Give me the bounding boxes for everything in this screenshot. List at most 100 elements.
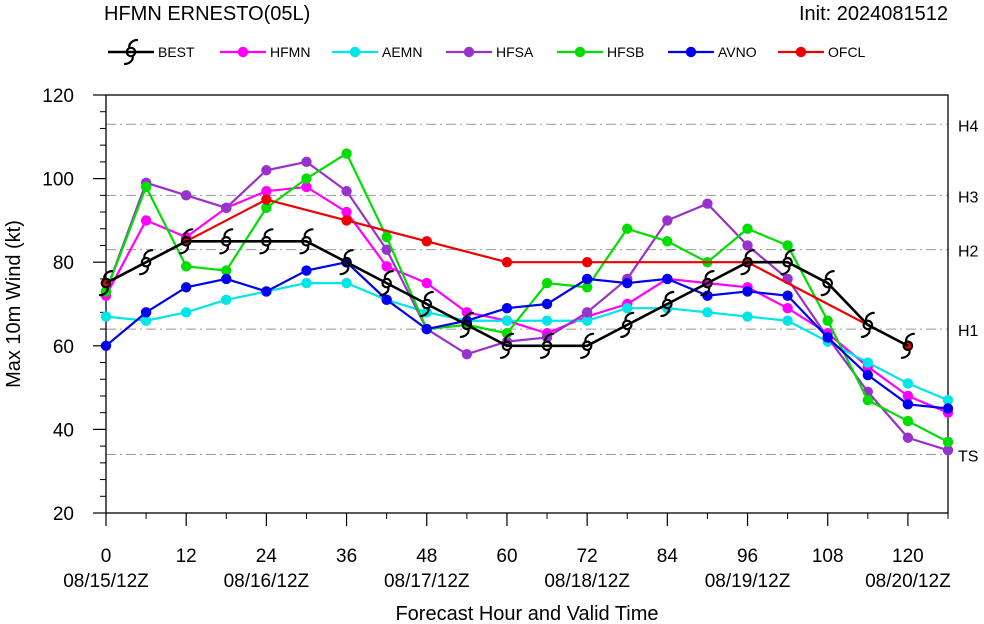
point-hfsb [301, 173, 312, 184]
legend-label: BEST [158, 44, 195, 60]
point-aemn [742, 311, 753, 322]
point-avno [501, 302, 513, 314]
point-aemn [581, 315, 593, 326]
point-hfmn [902, 390, 914, 402]
x-axis: 0 12 24 36 48 60 72 84 96 108 120 08/15/12Z 08/16/12… [63, 513, 951, 592]
y-axis: 20 40 60 80 100 120 [42, 86, 106, 525]
point-aemn [942, 394, 954, 406]
y-tick-label: 60 [53, 337, 74, 358]
point-ofcl [341, 215, 352, 226]
legend-item-ofcl: OFCL [778, 44, 866, 60]
point-avno [662, 273, 673, 285]
point-aemn [221, 294, 232, 306]
point-avno [261, 286, 272, 297]
point-hfsb [501, 328, 513, 339]
x-date-label: 08/15/12Z [63, 571, 149, 592]
legend-label: AVNO [718, 44, 757, 60]
point-hfsb [180, 261, 192, 272]
point-avno [862, 369, 874, 381]
chart-title: HFMN ERNESTO(05L) [104, 3, 310, 25]
point-avno [782, 290, 793, 301]
point-hfsb [942, 436, 954, 448]
point-hfsa [180, 190, 192, 201]
point-aemn [622, 302, 633, 314]
point-hfsa [942, 445, 954, 456]
point-avno [221, 273, 232, 285]
point-hfmn [301, 181, 312, 193]
point-hfsa [341, 185, 352, 197]
intensity-reference-lines [106, 123, 948, 455]
point-hfsb [341, 148, 352, 159]
point-hfsb [140, 181, 152, 193]
x-tick-label: 0 [101, 546, 112, 567]
series-best [98, 228, 916, 359]
x-date-label: 08/20/12Z [865, 571, 951, 592]
legend-item-hfmn: HFMN [220, 44, 310, 60]
category-label-ts: TS [958, 448, 978, 465]
x-tick-label: 24 [256, 546, 278, 567]
point-avno [541, 298, 553, 310]
x-date-label: 08/17/12Z [384, 571, 470, 592]
x-tick-label: 120 [892, 546, 924, 567]
point-hfsa [902, 432, 914, 443]
category-label-h1: H1 [958, 323, 979, 340]
y-tick-label: 80 [53, 253, 74, 274]
x-tick-label: 60 [496, 546, 517, 567]
point-hfsa [662, 215, 673, 226]
point-avno [301, 265, 312, 276]
point-hfsb [581, 282, 593, 293]
x-tick-label: 12 [176, 546, 197, 567]
point-ofcl [261, 194, 272, 205]
category-label-h2: H2 [958, 244, 979, 261]
x-tick-label: 84 [657, 546, 679, 567]
legend: BEST HFMN AEMN HFSA HFSB AVNO OFCL [108, 38, 866, 66]
point-hfmn [341, 206, 352, 218]
point-hfsb [822, 315, 833, 326]
point-aemn [862, 357, 874, 368]
point-hfsb [622, 223, 633, 234]
series-line-avno [105, 261, 949, 410]
legend-label: HFMN [270, 44, 310, 60]
point-avno [581, 273, 593, 285]
legend-item-aemn: AEMN [332, 44, 422, 60]
category-label-h3: H3 [958, 189, 979, 206]
x-date-label: 08/19/12Z [705, 571, 791, 592]
series-line-hfsb [104, 151, 949, 443]
point-hfsa [742, 240, 753, 251]
series-line-best [105, 240, 909, 348]
series-avno [100, 257, 954, 414]
point-hfsb [261, 202, 272, 214]
point-hfsb [221, 265, 232, 276]
legend-item-best: BEST [108, 38, 195, 66]
point-hfmn [782, 302, 793, 314]
y-tick-label: 20 [53, 504, 74, 525]
legend-item-avno: AVNO [668, 44, 757, 60]
legend-marker [349, 46, 361, 58]
point-aemn [902, 378, 914, 389]
point-avno [902, 399, 914, 410]
legend-label: HFSA [496, 44, 534, 60]
category-label-h4: H4 [958, 118, 979, 135]
point-aemn [180, 307, 192, 318]
intensity-category-labels: TS H1 H2 H3 H4 [958, 118, 979, 465]
point-avno [822, 332, 833, 343]
point-hfsb [782, 240, 793, 251]
x-tick-label: 96 [737, 546, 758, 567]
point-ofcl [501, 257, 513, 268]
point-aemn [341, 277, 352, 289]
legend-marker [574, 46, 586, 58]
point-hfsa [221, 202, 232, 214]
point-hfsb [862, 394, 874, 406]
point-hfmn [381, 261, 392, 272]
point-hfsa [461, 348, 473, 360]
y-tick-label: 100 [42, 170, 74, 191]
series-line-hfsa [104, 160, 949, 452]
legend-item-hfsa: HFSA [446, 44, 534, 60]
point-hfsb [381, 231, 392, 243]
x-tick-label: 36 [336, 546, 357, 567]
point-hfmn [261, 185, 272, 197]
point-hfsb [662, 236, 673, 247]
point-hfmn [421, 277, 432, 289]
plot-frame [105, 94, 949, 514]
point-hfsb [742, 223, 753, 234]
